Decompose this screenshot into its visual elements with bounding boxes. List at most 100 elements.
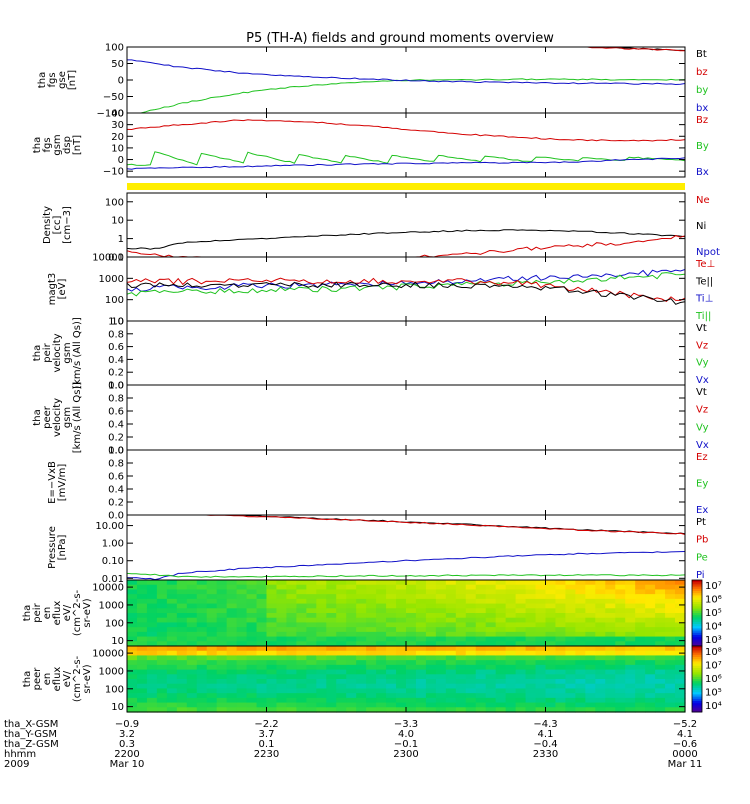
- heatmap-cell: [455, 688, 467, 694]
- heatmap-cell: [156, 693, 168, 699]
- heatmap-cell: [475, 580, 487, 586]
- heatmap-cell: [236, 664, 248, 671]
- heatmap-cell: [545, 617, 557, 624]
- heatmap-cell: [595, 679, 606, 685]
- heatmap-cell: [306, 589, 317, 595]
- heatmap-cell: [156, 646, 168, 652]
- heatmap-cell: [465, 584, 477, 591]
- heatmap-cell: [665, 641, 676, 647]
- heatmap-cell: [296, 646, 307, 652]
- heatmap-cell: [386, 598, 397, 605]
- heatmap-cell: [236, 613, 248, 619]
- heatmap-cell: [196, 674, 208, 680]
- heatmap-cell: [655, 707, 666, 713]
- colorbar-swatch: [692, 582, 702, 585]
- heatmap-cell: [575, 660, 586, 666]
- heatmap-cell: [475, 660, 487, 666]
- heatmap-cell: [356, 636, 367, 642]
- heatmap-cell: [266, 631, 278, 638]
- heatmap-cell: [555, 702, 567, 708]
- heatmap-cell: [625, 697, 636, 704]
- heatmap-cell: [146, 688, 158, 694]
- heatmap-cell: [545, 603, 557, 609]
- series-line-Pi: [126, 551, 686, 581]
- heatmap-cell: [146, 627, 158, 633]
- colorbar-swatch: [692, 694, 702, 698]
- heatmap-cell: [306, 669, 317, 675]
- y-axis-label-line: fgs: [42, 137, 53, 152]
- heatmap-cell: [525, 679, 537, 685]
- heatmap-cell: [266, 693, 278, 699]
- y-axis-label-line: E=−VxB: [47, 461, 58, 504]
- heatmap-cell: [336, 646, 347, 652]
- heatmap-cell: [675, 636, 686, 642]
- heatmap-cell: [406, 655, 417, 661]
- heatmap-cell: [485, 608, 497, 614]
- heatmap-cell: [505, 679, 517, 685]
- heatmap-cell: [366, 589, 377, 595]
- colorbar-swatch: [692, 643, 702, 647]
- heatmap-cell: [166, 636, 178, 642]
- heatmap-cell: [655, 598, 666, 605]
- heatmap-cell: [376, 660, 387, 666]
- heatmap-cell: [505, 660, 517, 666]
- y-tick-label: 10: [111, 702, 124, 713]
- heatmap-cell: [515, 580, 527, 586]
- y-tick-label: 100: [105, 684, 124, 695]
- heatmap-cell: [565, 650, 576, 657]
- heatmap-cell: [515, 636, 527, 642]
- heatmap-cell: [336, 697, 347, 704]
- heatmap-cell: [196, 613, 208, 619]
- heatmap-cell: [655, 636, 666, 642]
- heatmap-cell: [645, 660, 656, 666]
- heatmap-cell: [186, 697, 198, 704]
- y-axis-label: tha fgs gse [nT]: [37, 70, 78, 90]
- heatmap-cell: [406, 664, 417, 671]
- heatmap-cell: [226, 631, 238, 638]
- heatmap-cell: [246, 693, 258, 699]
- heatmap-cell: [505, 641, 517, 647]
- heatmap-cell: [246, 598, 258, 605]
- heatmap-cell: [306, 631, 317, 638]
- heatmap-cell: [445, 608, 457, 614]
- y-tick-label: 1.0: [108, 446, 124, 457]
- heatmap-cell: [565, 660, 576, 666]
- heatmap-cell: [615, 636, 626, 642]
- heatmap-cell: [615, 646, 626, 652]
- heatmap-cell: [166, 627, 178, 633]
- heatmap-cell: [455, 707, 467, 713]
- heatmap-cell: [226, 655, 238, 661]
- heatmap-cell: [585, 613, 596, 619]
- heatmap-cell: [236, 594, 248, 600]
- heatmap-cell: [306, 660, 317, 666]
- heatmap-cell: [276, 589, 288, 595]
- heatmap-cell: [475, 664, 487, 671]
- heatmap-cell: [216, 617, 228, 624]
- heatmap-cell: [386, 641, 397, 647]
- orbit-row-value: −4.3: [533, 719, 557, 730]
- heatmap-cell: [246, 631, 258, 638]
- heatmap-cell: [166, 664, 178, 671]
- heatmap-cell: [425, 693, 437, 699]
- heatmap-cell: [326, 584, 337, 591]
- heatmap-cell: [425, 613, 437, 619]
- heatmap-cell: [415, 622, 427, 628]
- heatmap-cell: [176, 669, 188, 675]
- heatmap-cell: [296, 608, 307, 614]
- heatmap-cell: [136, 664, 148, 671]
- heatmap-cell: [206, 598, 218, 605]
- heatmap-cell: [206, 683, 218, 690]
- heatmap-cell: [276, 664, 288, 671]
- heatmap-cell: [176, 707, 188, 713]
- heatmap-cell: [236, 707, 248, 713]
- heatmap-cell: [585, 702, 596, 708]
- orbit-row-value: 2330: [533, 749, 558, 760]
- heatmap-cell: [186, 603, 198, 609]
- heatmap-cell: [475, 693, 487, 699]
- heatmap-cell: [186, 707, 198, 713]
- heatmap-cell: [406, 584, 417, 591]
- orbit-row-value: 2200: [114, 749, 139, 760]
- heatmap-cell: [635, 693, 646, 699]
- heatmap-cell: [296, 669, 307, 675]
